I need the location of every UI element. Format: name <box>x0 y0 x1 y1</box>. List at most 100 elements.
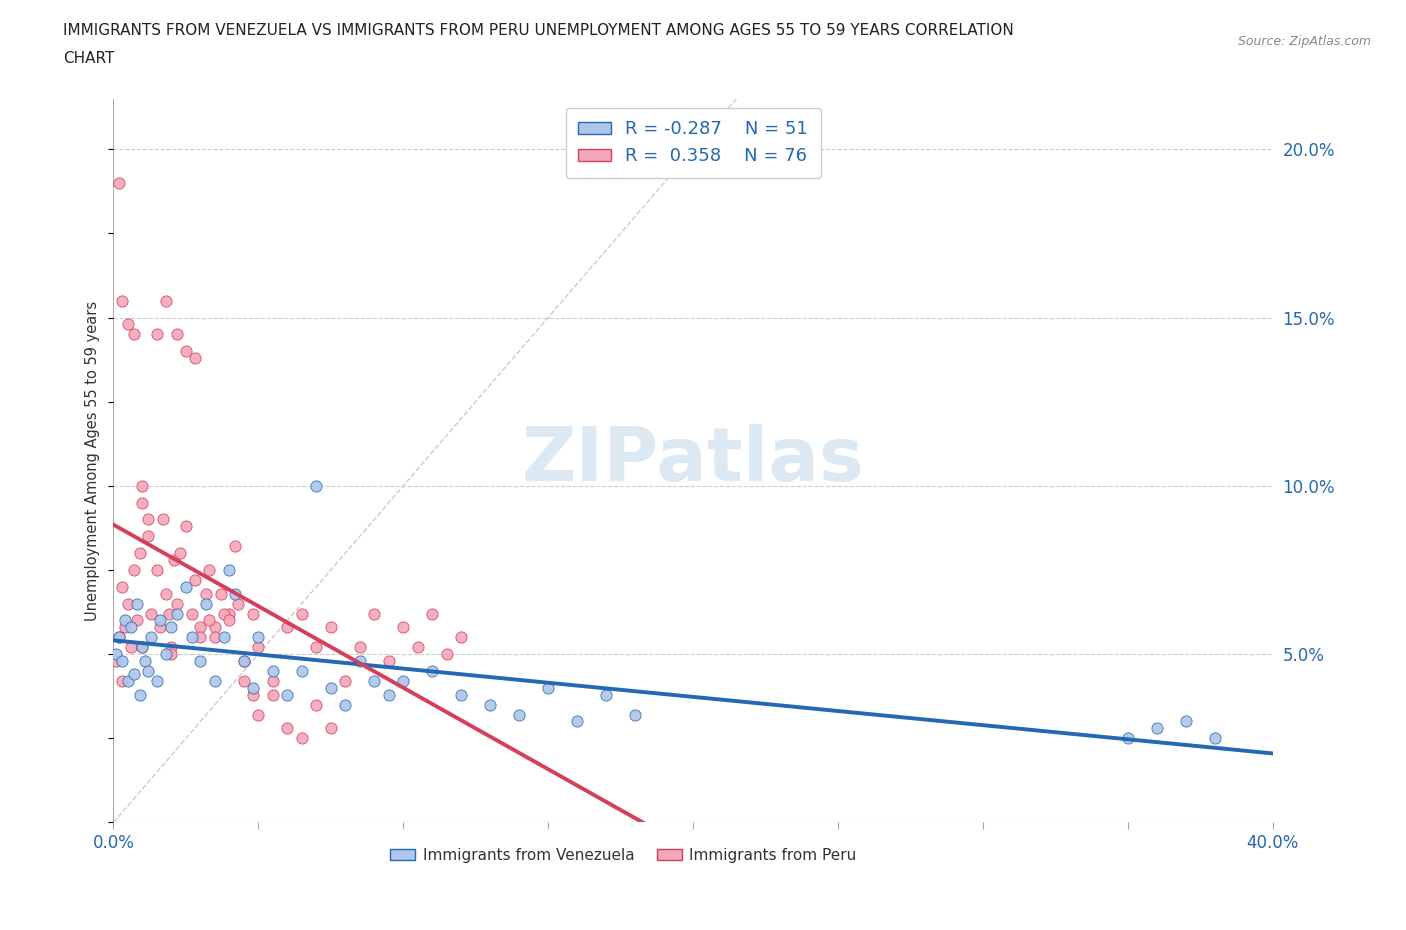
Point <box>218 613 240 628</box>
Point <box>108 630 131 644</box>
Point <box>190 619 212 634</box>
Point <box>291 606 314 621</box>
Point <box>128 687 150 702</box>
Point <box>195 596 218 611</box>
Point <box>125 596 148 611</box>
Point <box>183 573 205 588</box>
Point <box>131 478 153 493</box>
Point <box>224 586 246 601</box>
Point <box>155 586 177 601</box>
Point <box>195 586 218 601</box>
Point <box>349 640 371 655</box>
Point <box>155 646 177 661</box>
Point <box>204 619 226 634</box>
Point <box>204 630 226 644</box>
Point <box>218 606 240 621</box>
Point <box>1204 731 1226 746</box>
Point <box>262 663 284 678</box>
Point <box>406 640 429 655</box>
Point <box>120 619 142 634</box>
Point <box>363 673 385 688</box>
Point <box>276 721 298 736</box>
Point <box>420 663 443 678</box>
Point <box>160 619 183 634</box>
Point <box>160 640 183 655</box>
Point <box>479 698 502 712</box>
Point <box>117 596 139 611</box>
Point <box>565 714 588 729</box>
Point <box>108 176 131 191</box>
Point <box>141 630 163 644</box>
Point <box>276 619 298 634</box>
Point <box>450 630 472 644</box>
Point <box>111 579 134 594</box>
Point <box>305 640 328 655</box>
Point <box>152 512 174 527</box>
Point <box>212 630 235 644</box>
Point <box>131 495 153 510</box>
Point <box>242 606 264 621</box>
Point <box>508 708 530 723</box>
Point <box>169 546 191 561</box>
Point <box>305 478 328 493</box>
Point <box>174 579 197 594</box>
Point <box>141 606 163 621</box>
Point <box>190 630 212 644</box>
Legend: Immigrants from Venezuela, Immigrants from Peru: Immigrants from Venezuela, Immigrants fr… <box>384 842 862 869</box>
Point <box>128 546 150 561</box>
Point <box>319 721 342 736</box>
Point <box>157 606 180 621</box>
Point <box>136 529 159 544</box>
Point <box>108 630 131 644</box>
Point <box>378 687 401 702</box>
Point <box>232 654 254 669</box>
Point <box>166 596 188 611</box>
Point <box>174 344 197 359</box>
Point <box>149 619 172 634</box>
Point <box>146 563 169 578</box>
Point <box>262 673 284 688</box>
Point <box>122 667 145 682</box>
Point <box>420 606 443 621</box>
Point <box>117 317 139 332</box>
Point <box>160 646 183 661</box>
Point <box>595 687 617 702</box>
Point <box>319 681 342 696</box>
Point <box>180 630 202 644</box>
Point <box>291 663 314 678</box>
Point <box>335 673 357 688</box>
Point <box>163 552 186 567</box>
Point <box>363 606 385 621</box>
Point <box>242 681 264 696</box>
Point <box>134 654 156 669</box>
Point <box>155 293 177 308</box>
Point <box>146 673 169 688</box>
Point <box>190 654 212 669</box>
Point <box>335 698 357 712</box>
Point <box>131 640 153 655</box>
Text: ZIPatlas: ZIPatlas <box>522 424 865 497</box>
Point <box>120 640 142 655</box>
Point <box>450 687 472 702</box>
Point <box>174 519 197 534</box>
Point <box>226 596 249 611</box>
Point <box>624 708 647 723</box>
Point <box>114 613 136 628</box>
Point <box>218 563 240 578</box>
Y-axis label: Unemployment Among Ages 55 to 59 years: Unemployment Among Ages 55 to 59 years <box>86 300 100 620</box>
Point <box>262 687 284 702</box>
Point <box>232 673 254 688</box>
Point <box>131 640 153 655</box>
Point <box>224 539 246 554</box>
Point <box>392 619 415 634</box>
Point <box>136 663 159 678</box>
Point <box>122 563 145 578</box>
Point <box>247 708 270 723</box>
Text: CHART: CHART <box>63 51 115 66</box>
Point <box>204 673 226 688</box>
Point <box>198 613 221 628</box>
Point <box>537 681 560 696</box>
Point <box>319 619 342 634</box>
Point <box>1146 721 1168 736</box>
Point <box>166 326 188 341</box>
